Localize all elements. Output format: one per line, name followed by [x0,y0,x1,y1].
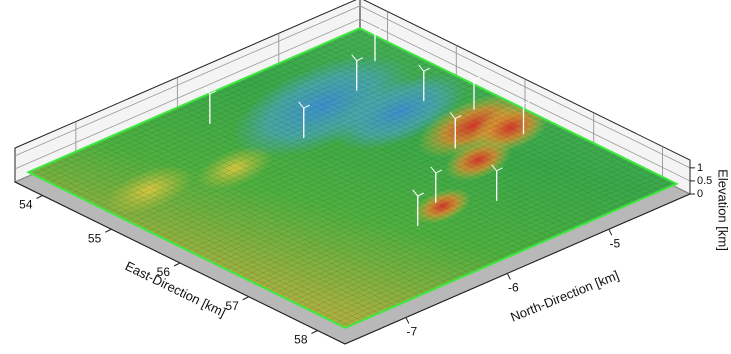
z-axis-label: Elevation [km] [716,169,731,251]
z-tick-label: 0 [697,188,703,200]
y-tick-label: -7 [407,325,418,339]
z-tick-label: 0.5 [697,175,712,187]
z-tick-label: 1 [697,162,703,174]
y-tick-label: -6 [508,281,519,295]
y-axis-label: North-Direction [km] [508,267,621,324]
x-tick [174,263,180,266]
y-tick-label: -5 [609,236,620,250]
chart: 5455565758-7-6-500.51 East-Direction [km… [0,0,731,354]
x-tick-label: 58 [294,333,308,347]
x-tick-label: 54 [19,198,33,212]
x-tick [243,297,249,300]
x-tick [105,229,111,232]
x-tick [312,331,318,334]
y-tick [507,273,510,279]
x-tick-label: 55 [88,231,102,245]
y-tick [609,229,612,235]
x-tick [37,196,43,199]
y-tick [406,318,409,324]
